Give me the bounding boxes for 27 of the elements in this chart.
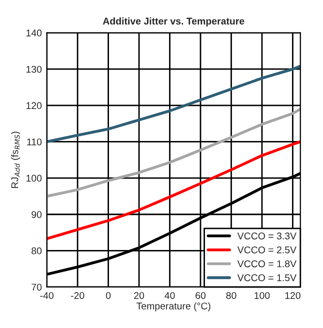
y-tick-label: 140 bbox=[26, 30, 42, 36]
x-tick-label: 20 bbox=[134, 292, 144, 299]
y-axis-title: RJ$_{Add}$ (fs$_{RMS}$) bbox=[11, 132, 20, 188]
x-tick-label: 80 bbox=[226, 292, 236, 299]
x-tick-label: 60 bbox=[196, 292, 206, 299]
y-tick-label: 90 bbox=[32, 211, 42, 218]
y-tick-label: 80 bbox=[32, 247, 42, 254]
chart-title: Additive Jitter vs. Temperature bbox=[102, 17, 244, 26]
legend-label: VCCO = 2.5V bbox=[237, 246, 296, 254]
x-tick-label: 120 bbox=[285, 292, 300, 299]
x-tick-label: 100 bbox=[254, 292, 270, 299]
line-series bbox=[46, 140, 300, 240]
x-tick-label: -20 bbox=[70, 292, 84, 299]
legend-label: VCCO = 1.8V bbox=[237, 260, 296, 268]
x-tick-label: -40 bbox=[40, 292, 54, 299]
y-tick-label: 110 bbox=[27, 138, 42, 146]
y-tick-label: 70 bbox=[32, 284, 42, 291]
legend-label: VCCO = 3.3V bbox=[237, 232, 296, 240]
line-series bbox=[46, 108, 300, 198]
x-tick-label: 0 bbox=[106, 292, 111, 299]
y-tick-label: 130 bbox=[26, 66, 42, 73]
x-tick-label: 40 bbox=[164, 292, 175, 299]
legend-label: VCCO = 1.5V bbox=[237, 274, 296, 282]
y-tick-label: 100 bbox=[26, 174, 42, 182]
x-axis-title: Temperature (°C) bbox=[136, 302, 210, 312]
line-series bbox=[46, 64, 300, 144]
y-tick-label: 120 bbox=[26, 102, 42, 110]
